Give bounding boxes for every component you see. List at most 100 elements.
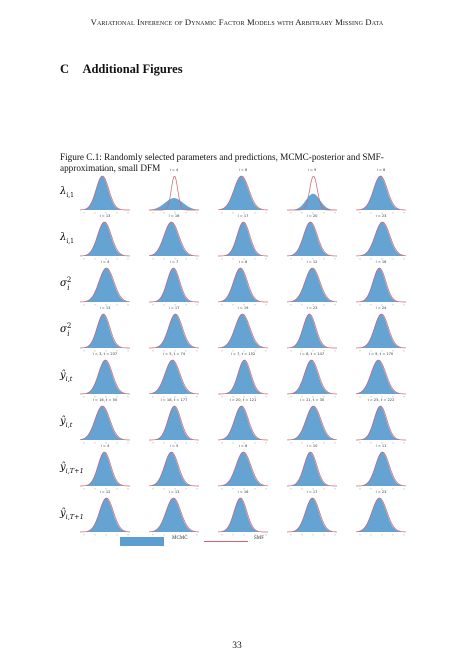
legend-mcmc-label: MCMC <box>172 536 188 541</box>
panel-title: i = 12 <box>100 490 111 494</box>
mcmc-density <box>149 268 199 302</box>
mcmc-density <box>356 406 406 440</box>
mcmc-density <box>218 406 268 440</box>
running-head: Variational Inference of Dynamic Factor … <box>90 17 384 27</box>
panel-title: i = 4 <box>101 260 110 264</box>
smf-density <box>79 313 130 349</box>
mcmc-density <box>149 198 199 210</box>
smf-density <box>286 221 338 257</box>
mcmc-density <box>80 268 130 302</box>
panel-title: i = 11 <box>376 444 387 448</box>
smf-density <box>79 497 131 533</box>
smf-density <box>355 221 407 257</box>
mcmc-density <box>287 222 337 256</box>
smf-density <box>286 359 338 395</box>
panel-title: i = 17 <box>169 306 180 310</box>
smf-density <box>148 497 200 533</box>
section-number: C <box>60 62 70 76</box>
smf-density <box>287 175 337 211</box>
mcmc-density <box>356 314 406 348</box>
smf-density <box>79 267 131 303</box>
smf-density <box>79 451 131 487</box>
mcmc-density <box>287 406 337 440</box>
mcmc-density <box>356 222 406 256</box>
panel-title: i = 13 <box>169 490 180 494</box>
mcmc-density <box>218 222 268 256</box>
mcmc-density <box>356 268 406 302</box>
mcmc-density <box>149 452 199 486</box>
mcmc-density <box>356 452 406 486</box>
row-label-1: λi,1 <box>59 232 74 245</box>
smf-density <box>79 175 131 211</box>
smf-density <box>217 175 269 211</box>
panel-title: i = 1 <box>101 168 110 172</box>
panel-title: i = 25, t = 222 <box>368 398 395 402</box>
panel-title: i = 3, t = 237 <box>93 352 117 356</box>
panel-title: i = 9, t = 170 <box>369 352 394 356</box>
legend-mcmc-swatch <box>120 537 164 546</box>
panel-title: i = 7, t = 152 <box>231 352 255 356</box>
smf-density <box>218 359 269 395</box>
smf-density <box>286 451 337 487</box>
panel-title: i = 16 <box>376 260 388 264</box>
mcmc-density <box>218 498 268 532</box>
panel-title: i = 20, t = 121 <box>230 398 257 402</box>
smf-density <box>355 451 407 487</box>
panel-title: i = 9 <box>308 168 317 172</box>
smf-density <box>148 267 200 303</box>
mcmc-density <box>149 360 199 394</box>
panel-title: i = 21, t = 30 <box>300 398 325 402</box>
panel-title: i = 8 <box>239 260 248 264</box>
panel-title: i = 8, t = 147 <box>300 352 324 356</box>
section-title: Additional Figures <box>82 62 183 76</box>
mcmc-density <box>287 498 337 532</box>
mcmc-density <box>80 222 130 256</box>
figure-legend: MCMC SMF <box>120 535 370 549</box>
mcmc-density <box>80 360 130 394</box>
panel-title: i = 6 <box>239 168 248 172</box>
panel-title: i = 23 <box>376 490 387 494</box>
row-label-5: ŷi,t <box>59 416 73 429</box>
mcmc-density <box>287 360 337 394</box>
panel-title: i = 17 <box>238 214 249 218</box>
smf-density <box>286 313 338 349</box>
smf-density <box>355 313 407 349</box>
smf-density <box>355 359 407 395</box>
smf-density <box>148 313 200 349</box>
panel-title: i = 19 <box>238 306 250 310</box>
panel-title: i = 16 <box>238 490 250 494</box>
mcmc-density <box>80 314 130 348</box>
panel-title: i = 13 <box>100 214 111 218</box>
row-label-0: λi,1 <box>59 186 74 199</box>
mcmc-density <box>218 452 268 486</box>
mcmc-density <box>149 314 199 348</box>
smf-density <box>148 221 200 257</box>
smf-density <box>217 405 269 441</box>
row-label-7: ŷi,T+1 <box>59 508 84 521</box>
smf-density <box>217 451 269 487</box>
row-label-2: σ2 i <box>60 276 71 292</box>
mcmc-density <box>149 406 199 440</box>
smf-density <box>148 451 200 487</box>
row-label-3: σ2 i <box>60 322 71 338</box>
smf-density <box>79 359 131 395</box>
panel-title: i = 23 <box>307 306 318 310</box>
legend-smf-line <box>204 541 248 542</box>
smf-density <box>217 221 269 257</box>
mcmc-density <box>80 498 130 532</box>
smf-density <box>79 221 131 257</box>
panel-title: i = 23 <box>376 214 387 218</box>
smf-density <box>217 497 269 533</box>
panel-title: i = 17 <box>307 490 318 494</box>
mcmc-density <box>218 176 268 210</box>
panel-title: i = 10 <box>307 444 319 448</box>
panel-title: i = 12 <box>307 260 318 264</box>
panel-title: i = 8 <box>377 168 386 172</box>
mcmc-density <box>218 268 268 302</box>
mcmc-density <box>218 360 268 394</box>
legend-smf-label: SMF <box>254 536 265 541</box>
mcmc-density <box>356 360 406 394</box>
panel-title: i = 24 <box>376 306 388 310</box>
panel-title: i = 18, t = 177 <box>161 398 188 402</box>
